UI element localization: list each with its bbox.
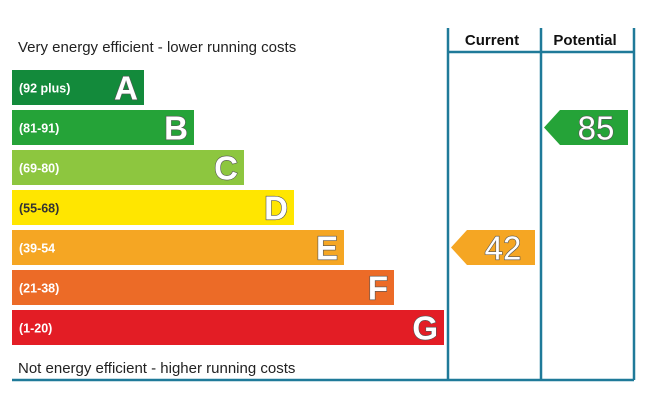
current-rating-arrow <box>451 230 535 265</box>
potential-rating-arrow <box>544 110 628 145</box>
band-range-f: (21-38) <box>19 282 59 296</box>
band-letter-a: A <box>114 70 138 107</box>
potential-rating-value: 85 <box>578 110 615 147</box>
header-current: Current <box>465 32 519 49</box>
band-letter-b: B <box>164 110 188 147</box>
band-range-b: (81-91) <box>19 122 59 136</box>
rating-bands: (92 plus) A (81-91) B (69-80) C (55-68) D (39-54… <box>12 69 444 347</box>
current-rating-value: 42 <box>485 230 522 267</box>
band-letter-f: F <box>368 270 388 307</box>
band-range-g: (1-20) <box>19 322 52 336</box>
chart-frame <box>12 28 636 382</box>
band-bar-f <box>12 270 394 305</box>
band-letter-d: D <box>264 190 288 227</box>
band-bar-a <box>12 70 144 105</box>
band-letter-e: E <box>316 230 338 267</box>
band-range-a: (92 plus) <box>19 82 70 96</box>
band-letter-g: G <box>412 310 438 347</box>
band-bar-d <box>12 190 294 225</box>
band-range-e: (39-54 <box>19 242 55 256</box>
bottom-label: Not energy efficient - higher running co… <box>18 360 295 377</box>
rating-arrows: 42 85 <box>451 109 628 267</box>
top-label: Very energy efficient - lower running co… <box>18 39 296 56</box>
band-bar-b <box>12 110 194 145</box>
band-bar-c <box>12 150 244 185</box>
band-bar-e <box>12 230 344 265</box>
band-range-d: (55-68) <box>19 202 59 216</box>
band-bar-g <box>12 310 444 345</box>
band-range-c: (69-80) <box>19 162 59 176</box>
header-potential: Potential <box>553 32 616 49</box>
band-letter-c: C <box>214 150 238 187</box>
